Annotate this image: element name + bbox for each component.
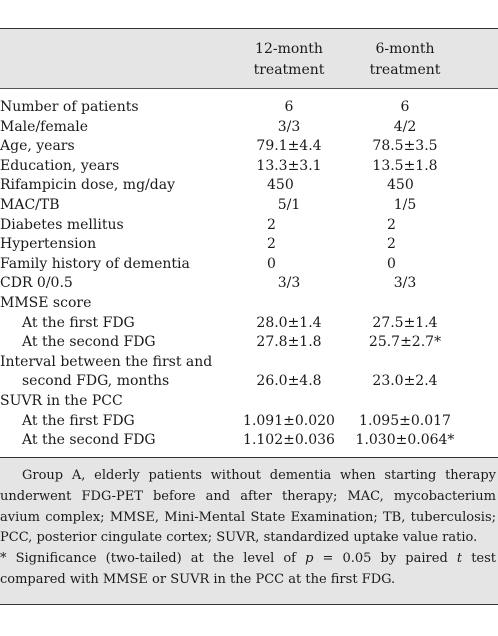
cell-6-month: 0	[387, 255, 396, 272]
cell-12-month: 450	[267, 177, 294, 194]
cell-6-month: 4/2	[393, 118, 417, 135]
row-label: Age, years	[0, 138, 75, 155]
cell-12-month: 6	[284, 99, 294, 115]
cell-6-month: 27.5±1.4	[372, 314, 438, 331]
table-row: At the first FDG 28.0±1.4 27.5±1.4	[0, 314, 498, 334]
cell-6-month: 1.095±0.017	[359, 412, 451, 429]
row-label: SUVR in the PCC	[0, 392, 123, 409]
row-label: Number of patients	[0, 99, 139, 115]
significance-text-b: = 0.05 by paired	[313, 551, 457, 567]
table-row: At the second FDG 27.8±1.8 25.7±2.7*	[0, 333, 498, 353]
row-label: Family history of dementia	[0, 255, 190, 272]
cell-12-month: 2	[267, 216, 276, 233]
cell-6-month: 450	[387, 177, 414, 194]
table-header-band	[0, 29, 498, 88]
cell-6-month: 1/5	[393, 196, 417, 213]
table-row: CDR 0/0.5 3/3 3/3	[0, 274, 498, 294]
cell-6-month: 2	[387, 236, 396, 253]
row-label: Diabetes mellitus	[0, 216, 124, 233]
row-label: second FDG, months	[22, 373, 170, 390]
row-label: Male/female	[0, 118, 89, 135]
row-label: MAC/TB	[0, 196, 60, 213]
significance-note: * Significance (two-tailed) at the level…	[0, 549, 496, 591]
abbreviations-note: Group A, elderly patients without dement…	[0, 468, 496, 546]
row-label: CDR 0/0.5	[0, 275, 73, 292]
cell-6-month: 3/3	[393, 275, 417, 292]
cell-12-month: 26.0±4.8	[256, 373, 322, 390]
significance-text-a: * Significance (two-tailed) at the level…	[0, 551, 306, 567]
row-label: MMSE score	[0, 294, 92, 311]
table-row: Rifampicin dose, mg/day 450 450	[0, 176, 498, 196]
cell-6-month: 6	[400, 99, 410, 115]
row-label: Interval between the first and	[0, 353, 213, 370]
table-row: MMSE score	[0, 294, 498, 314]
table-row: Education, years 13.3±3.1 13.5±1.8	[0, 157, 498, 177]
cell-6-month: 25.7±2.7*	[368, 334, 442, 351]
cell-12-month: 5/1	[277, 196, 301, 213]
cell-12-month: 3/3	[277, 275, 301, 292]
cell-6-month: 78.5±3.5	[372, 138, 438, 155]
row-label: At the first FDG	[22, 412, 135, 429]
column-header-6-month: 6-month treatment	[345, 39, 465, 81]
table-row: Family history of dementia 0 0	[0, 255, 498, 275]
table-row: Age, years 79.1±4.4 78.5±3.5	[0, 137, 498, 157]
column-header-6-month-line2: treatment	[369, 62, 441, 78]
table-row: At the second FDG 1.102±0.036 1.030±0.06…	[0, 431, 498, 451]
cell-6-month: 13.5±1.8	[372, 157, 438, 174]
row-label: Rifampicin dose, mg/day	[0, 177, 175, 194]
column-header-12-month: 12-month treatment	[229, 39, 349, 81]
row-label: At the first FDG	[22, 314, 135, 331]
table-body: Number of patients 6 6 Male/female 3/3 4…	[0, 98, 498, 451]
column-header-6-month-line1: 6-month	[375, 41, 435, 57]
row-label: Education, years	[0, 157, 120, 174]
table-top-rule	[0, 28, 498, 29]
cell-12-month: 3/3	[277, 118, 301, 135]
cell-12-month: 79.1±4.4	[256, 138, 322, 155]
table-row: At the first FDG 1.091±0.020 1.095±0.017	[0, 412, 498, 432]
table-row: Male/female 3/3 4/2	[0, 118, 498, 138]
significance-p-symbol: p	[305, 551, 314, 567]
table-row: second FDG, months 26.0±4.8 23.0±2.4	[0, 372, 498, 392]
row-label: At the second FDG	[22, 432, 156, 449]
table-bottom-rule	[0, 457, 498, 458]
cell-12-month: 2	[267, 236, 276, 253]
cell-12-month: 1.102±0.036	[243, 432, 335, 449]
table-row: Diabetes mellitus 2 2	[0, 216, 498, 236]
cell-6-month: 1.030±0.064*	[355, 432, 455, 449]
table-row: Hypertension 2 2	[0, 235, 498, 255]
cell-12-month: 1.091±0.020	[243, 412, 335, 429]
table-footnotes: Group A, elderly patients without dement…	[0, 466, 496, 591]
table-end-rule	[0, 604, 498, 605]
cell-6-month: 23.0±2.4	[372, 373, 438, 390]
row-label: Hypertension	[0, 236, 97, 253]
cell-12-month: 27.8±1.8	[256, 334, 322, 351]
cell-6-month: 2	[387, 216, 396, 233]
cell-12-month: 0	[267, 255, 276, 272]
row-label: At the second FDG	[22, 334, 156, 351]
table-header-rule	[0, 88, 498, 89]
column-header-12-month-line1: 12-month	[255, 41, 323, 57]
table-row: MAC/TB 5/1 1/5	[0, 196, 498, 216]
significance-t-symbol: t	[456, 551, 463, 567]
table-row: Interval between the first and	[0, 353, 498, 373]
cell-12-month: 28.0±1.4	[256, 314, 322, 331]
column-header-12-month-line2: treatment	[253, 62, 325, 78]
table-notes-band	[0, 458, 498, 604]
table-row: Number of patients 6 6	[0, 98, 498, 118]
cell-12-month: 13.3±3.1	[256, 157, 322, 174]
table-row: SUVR in the PCC	[0, 392, 498, 412]
significance-text-c: test compared with MMSE or SUVR in the P…	[0, 551, 497, 587]
